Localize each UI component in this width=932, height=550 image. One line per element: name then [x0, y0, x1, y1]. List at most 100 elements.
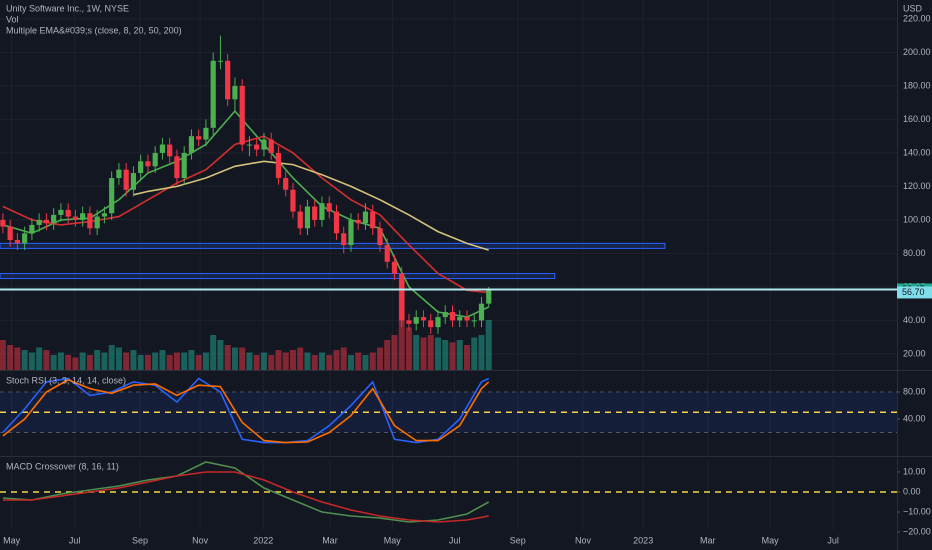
y-tick-label: 160.00	[903, 114, 931, 124]
x-tick-label: Mar	[700, 535, 716, 545]
volume-bar	[14, 347, 21, 370]
candle-body	[72, 216, 79, 220]
volume-bar	[355, 352, 362, 370]
candle-body	[399, 273, 405, 321]
candle-body	[283, 178, 289, 190]
volume-bar	[333, 350, 340, 370]
candle-body	[304, 206, 311, 229]
candle-body	[203, 127, 209, 140]
volume-bar	[478, 335, 485, 370]
volume-bar	[442, 340, 449, 370]
indicator-line	[2, 471, 489, 523]
band-fill	[0, 391, 897, 433]
x-tick-label: Sep	[510, 535, 526, 545]
volume-bar	[326, 355, 333, 370]
x-tick-label: Nov	[575, 535, 592, 545]
candle-body	[326, 203, 332, 212]
volume-bar	[376, 347, 383, 370]
y-tick-label: 0.00	[903, 486, 921, 496]
volume-bar	[471, 337, 478, 370]
volume-bar	[268, 355, 275, 370]
volume-bar	[210, 335, 217, 370]
volume-bar	[181, 352, 188, 370]
volume-bar	[108, 345, 115, 370]
indicator-line	[2, 461, 490, 523]
candle-body	[94, 216, 100, 229]
volume-bar	[289, 350, 296, 370]
x-tick-label: Jul	[69, 535, 81, 545]
x-tick-label: 2022	[253, 535, 273, 545]
y-tick-label: 200.00	[903, 47, 931, 57]
volume-bar	[304, 352, 311, 370]
chart-title: Unity Software Inc., 1W, NYSE	[6, 3, 129, 13]
candle-body	[261, 139, 267, 150]
indicator-line	[133, 160, 489, 251]
y-tick-label: 40.00	[903, 413, 926, 423]
candle-body	[210, 60, 216, 128]
candle-body	[101, 213, 108, 217]
candle-body	[355, 219, 361, 224]
volume-bar	[28, 352, 35, 370]
candle-body	[43, 219, 50, 224]
volume-bar	[50, 355, 57, 370]
candle-body	[232, 85, 238, 100]
candle-body	[174, 156, 180, 179]
candle-body	[486, 289, 492, 304]
candle-body	[435, 317, 441, 328]
volume-bar	[0, 340, 6, 370]
candle-body	[36, 219, 42, 225]
x-tick-label: May	[3, 535, 21, 545]
candle-body	[65, 209, 71, 217]
candle-body	[333, 211, 340, 234]
volume-bar	[340, 347, 347, 370]
candle-body	[413, 317, 419, 324]
volume-bar	[253, 355, 260, 370]
x-tick-label: May	[762, 535, 780, 545]
candle-body	[341, 233, 347, 246]
volume-bar	[79, 352, 86, 370]
candle-body	[297, 211, 303, 229]
candle-body	[159, 144, 166, 153]
candle-body	[268, 139, 274, 153]
y-tick-label: 20.00	[903, 348, 926, 358]
volume-bar	[260, 352, 267, 370]
candle-body	[442, 312, 448, 318]
volume-bar	[369, 352, 376, 370]
volume-bar	[115, 347, 122, 370]
candle-body	[471, 320, 477, 322]
candle-body	[377, 228, 383, 246]
pane-title: MACD Crossover (8, 16, 11)	[6, 461, 119, 471]
currency-label: USD	[903, 3, 923, 13]
volume-bar	[463, 345, 470, 370]
volume-bar	[159, 350, 166, 370]
indicator-label: Multiple EMA&#039;s (close, 8, 20, 50, 2…	[6, 25, 182, 35]
volume-bar	[231, 347, 238, 370]
y-tick-label: 180.00	[903, 80, 931, 90]
y-tick-label: 10.00	[903, 466, 926, 476]
y-tick-label: 220.00	[903, 13, 931, 23]
candle-body	[275, 152, 282, 179]
volume-bar	[65, 355, 72, 370]
volume-bar	[86, 355, 93, 370]
candle-body	[225, 60, 231, 100]
indicator-label: Vol	[6, 14, 19, 24]
candle-body	[145, 161, 151, 167]
x-tick-label: Jul	[449, 535, 461, 545]
x-tick-label: Mar	[322, 535, 338, 545]
zone	[0, 242, 666, 249]
candle-body	[246, 144, 253, 146]
candle-body	[51, 214, 57, 224]
volume-bar	[362, 355, 369, 370]
volume-bar	[391, 335, 398, 370]
price-label: 56.70	[902, 287, 925, 297]
x-tick-label: Jul	[827, 535, 839, 545]
candle-body	[457, 317, 463, 321]
candle-body	[290, 189, 296, 212]
volume-bar	[275, 350, 282, 370]
candle-body	[428, 320, 434, 328]
x-tick-label: 2023	[633, 535, 653, 545]
candle-body	[449, 312, 456, 321]
candle-body	[123, 169, 129, 190]
volume-bar	[239, 347, 246, 370]
